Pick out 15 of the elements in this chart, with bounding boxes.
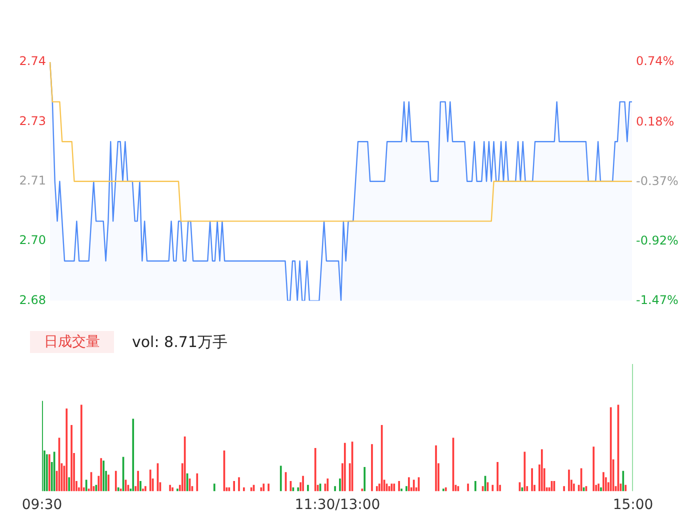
y2-tick-label: 0.74% [636, 54, 674, 68]
x-tick-label: 15:00 [612, 497, 654, 514]
y-tick-label: 2.70 [19, 233, 46, 248]
y-tick-label: 2.73 [19, 114, 46, 128]
y-tick-label: 2.71 [19, 174, 46, 188]
y2-tick-label: -0.37% [636, 174, 678, 188]
y2-tick-label: -1.47% [636, 292, 678, 307]
y-tick-label: 2.74 [19, 54, 46, 68]
x-tick-label: 11:30/13:00 [294, 497, 380, 514]
x-tick-label: 09:30 [22, 497, 62, 514]
chart-title: 日成交量 [30, 331, 114, 353]
y2-tick-label: -0.92% [636, 233, 678, 248]
y-tick-label: 2.68 [19, 292, 46, 307]
text: vol: 8.71万手 [132, 332, 228, 352]
y2-tick-label: 0.18% [636, 114, 674, 129]
